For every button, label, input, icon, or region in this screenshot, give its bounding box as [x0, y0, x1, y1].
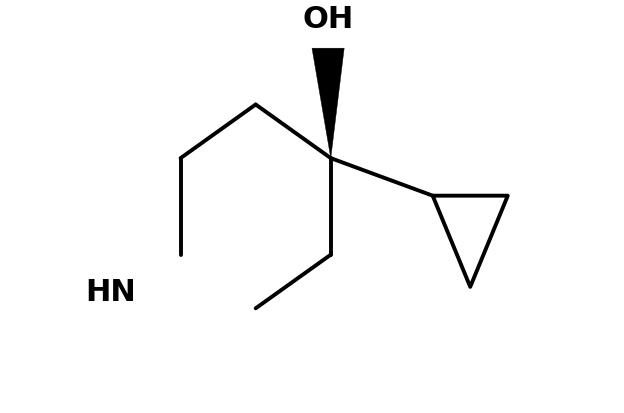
Polygon shape	[312, 48, 344, 158]
Text: OH: OH	[303, 5, 354, 34]
Text: HN: HN	[85, 278, 136, 307]
